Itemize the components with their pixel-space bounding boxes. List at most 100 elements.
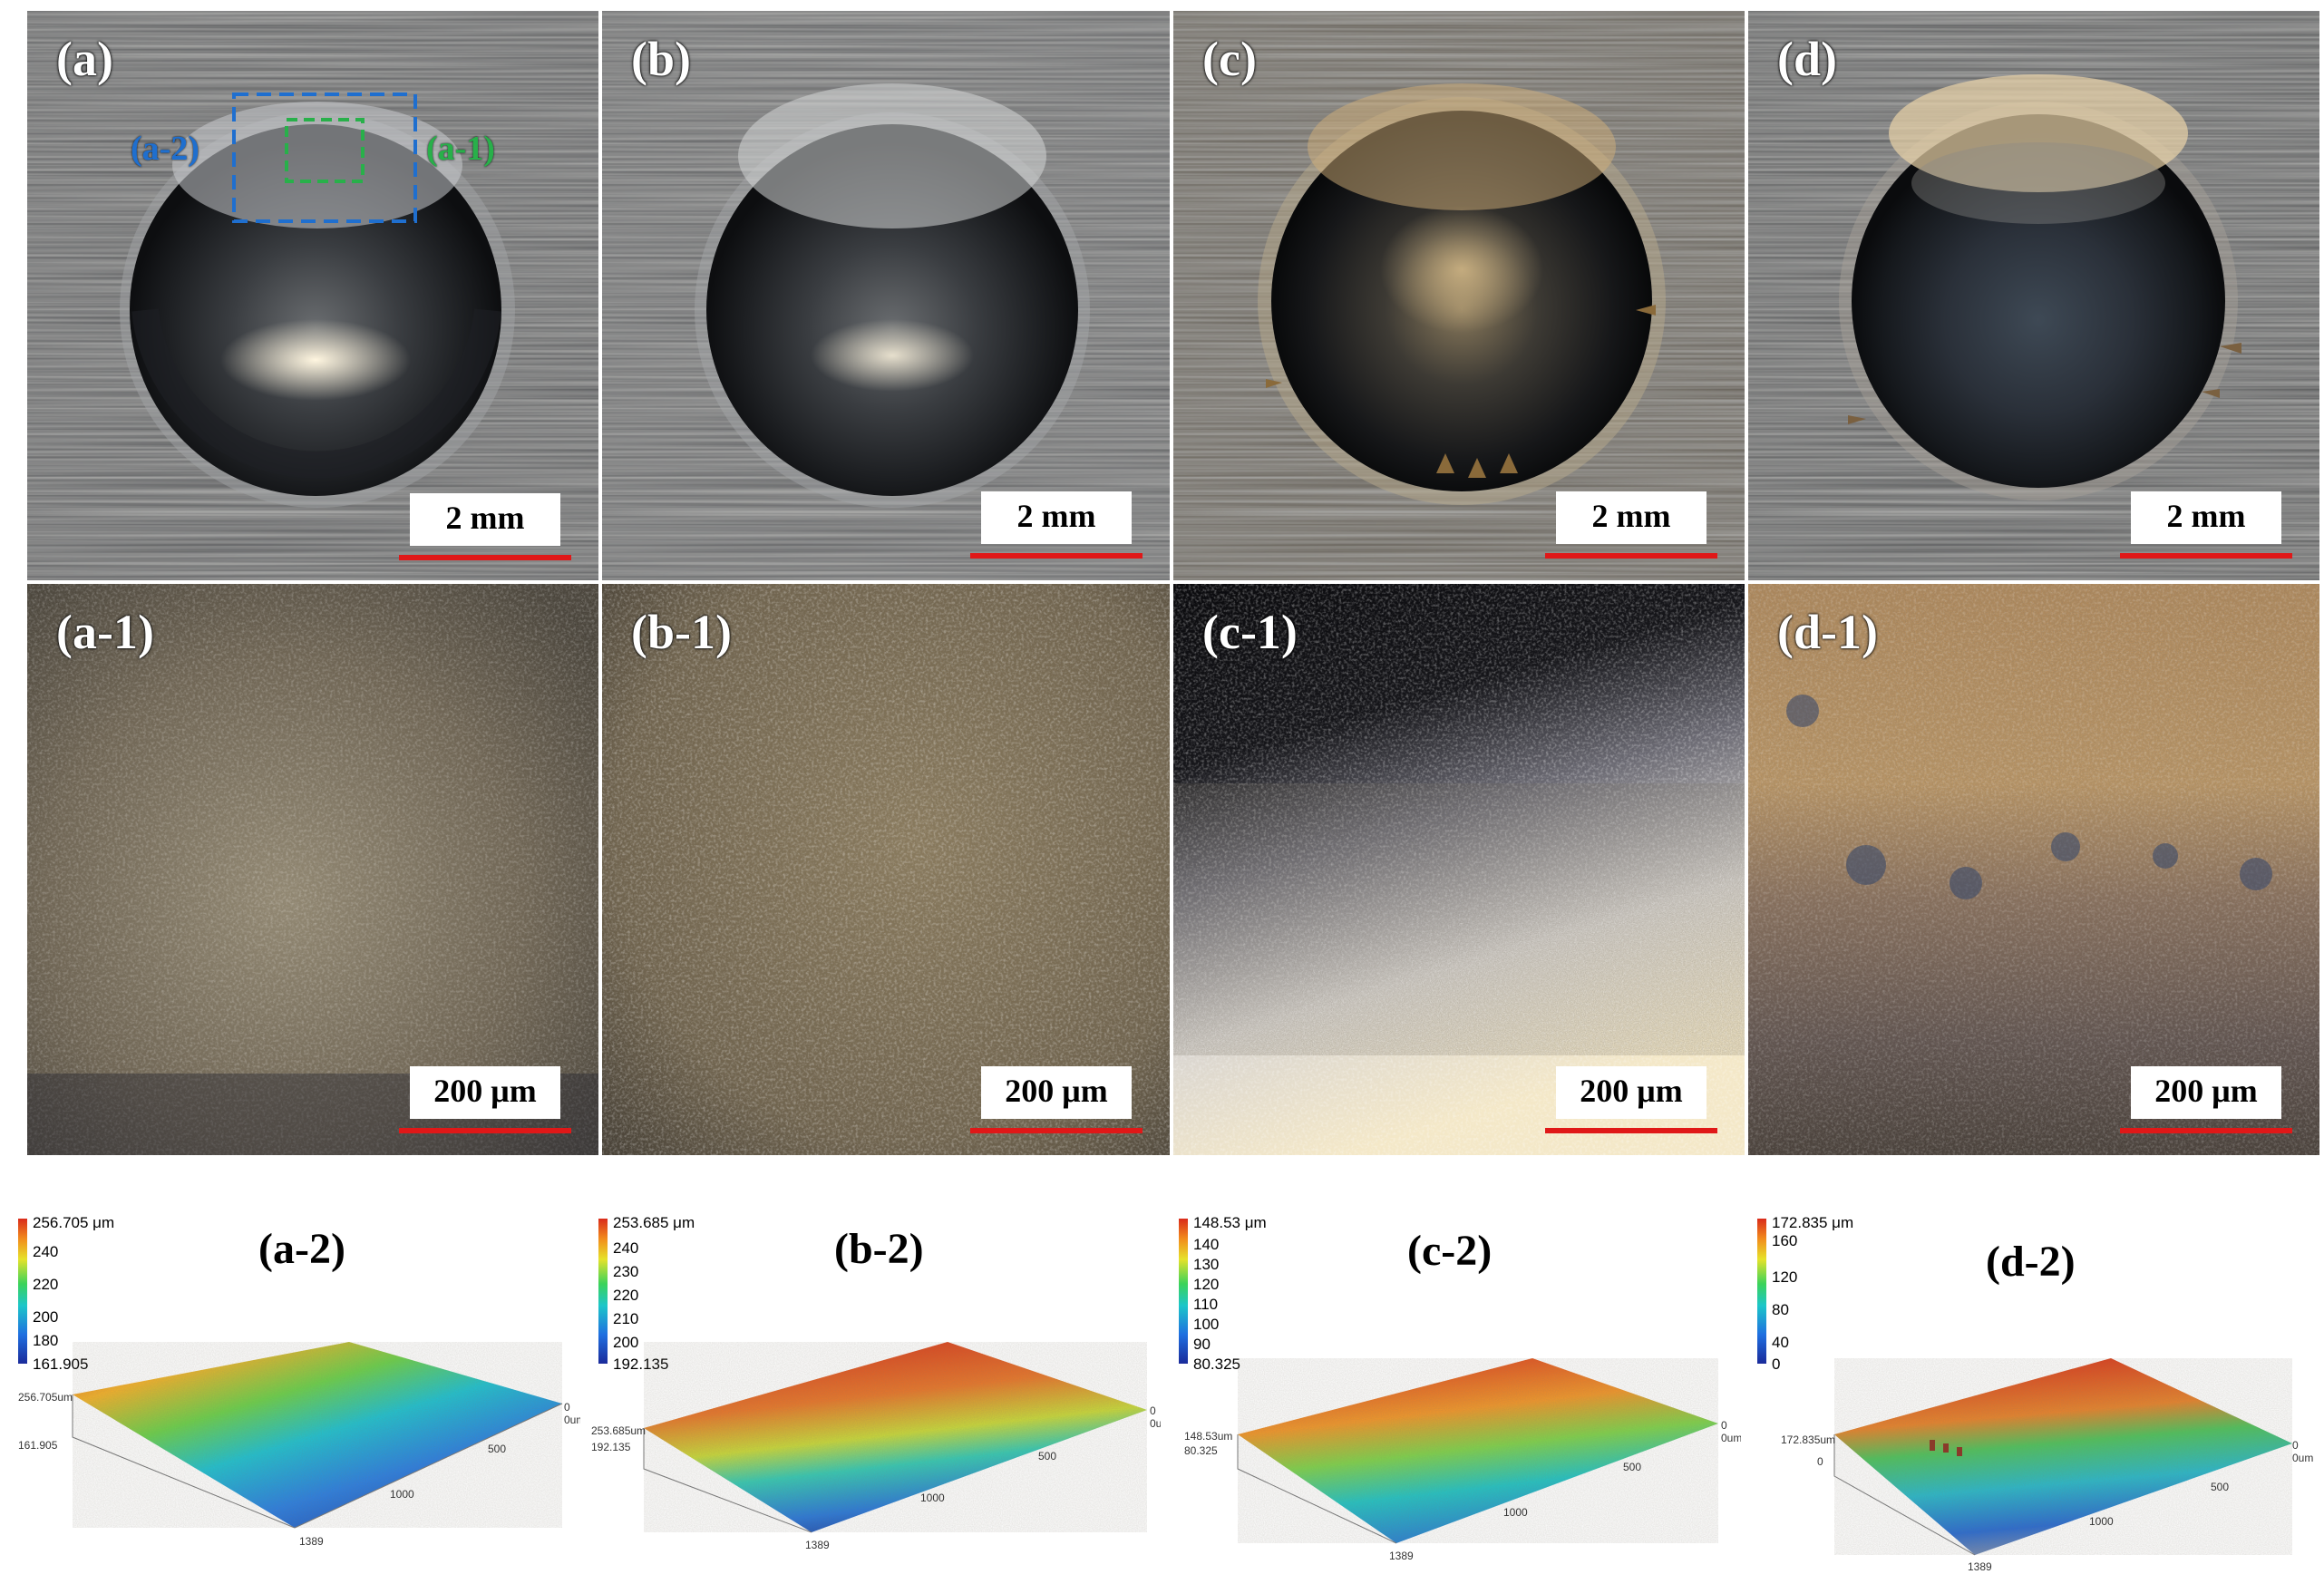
panel-label: (c)	[1202, 32, 1257, 86]
y-tick: 0um	[2292, 1452, 2313, 1464]
scale-line	[970, 553, 1143, 559]
colorbar-tick: 120	[1772, 1268, 1797, 1286]
scale-line	[1545, 1128, 1717, 1133]
topo-c2: 148.53 μm 140 130 120 110 100 90 80.325 …	[1170, 1197, 1741, 1578]
colorbar-min: 192.135	[613, 1356, 668, 1373]
scale-bar: 200 μm	[970, 1066, 1143, 1133]
colorbar-tick: 180	[33, 1332, 58, 1349]
micrograph-b1	[602, 584, 1170, 1155]
scale-line	[399, 1128, 571, 1133]
colorbar-max: 148.53 μm	[1193, 1214, 1267, 1231]
x-tick: 1000	[390, 1488, 414, 1501]
panel-label: (d-1)	[1777, 605, 1878, 659]
axis-min: 161.905	[18, 1439, 58, 1452]
y-tick: 0um	[1150, 1417, 1161, 1430]
x-tick: 500	[1038, 1450, 1056, 1463]
colorbar-min: 161.905	[33, 1356, 88, 1373]
colorbar-tick: 100	[1193, 1316, 1219, 1333]
scale-bar: 2 mm	[1545, 491, 1717, 559]
colorbar-tick: 120	[1193, 1276, 1219, 1293]
colorbar-tick: 220	[33, 1276, 58, 1293]
panel-label: (a-1)	[56, 605, 154, 659]
colorbar-tick: 240	[33, 1243, 58, 1260]
colorbar-max: 256.705 μm	[33, 1214, 114, 1231]
x-tick: 0	[2292, 1439, 2299, 1452]
colorbar-max: 253.685 μm	[613, 1214, 695, 1231]
scale-line	[2120, 1128, 2292, 1133]
scale-label: 2 mm	[2131, 491, 2281, 544]
x-tick: 0	[1721, 1419, 1727, 1432]
colorbar-tick: 220	[613, 1287, 638, 1304]
dimple-image-d	[1748, 11, 2319, 580]
topo-b2: 253.685 μm 240 230 220 210 200 192.135 2…	[589, 1197, 1161, 1578]
colorbar-tick: 210	[613, 1310, 638, 1327]
colorbar-tick: 90	[1193, 1336, 1211, 1353]
panel-label: (d)	[1777, 32, 1837, 86]
axis-min: 80.325	[1184, 1444, 1218, 1457]
axis-max: 253.685um	[591, 1424, 646, 1437]
micrograph-c1	[1173, 584, 1745, 1155]
colorbar-tick: 160	[1772, 1232, 1797, 1249]
scale-label: 200 μm	[2131, 1066, 2281, 1119]
topo-plot: 256.705 μm 240 220 200 180 161.905 256.7…	[18, 1214, 580, 1548]
axis-max: 256.705um	[18, 1391, 73, 1404]
scale-bar: 200 μm	[399, 1066, 571, 1133]
panel-label: (b-1)	[631, 605, 732, 659]
x-tick: 1000	[2089, 1515, 2114, 1528]
scale-label: 2 mm	[981, 491, 1132, 544]
scale-bar: 2 mm	[399, 493, 571, 560]
colorbar-tick: 230	[613, 1263, 638, 1280]
y-tick: 0um	[564, 1414, 580, 1426]
topo-plot: 148.53 μm 140 130 120 110 100 90 80.325 …	[1179, 1214, 1741, 1562]
panel-label: (b)	[631, 32, 691, 86]
axis-min: 192.135	[591, 1441, 631, 1453]
scale-line	[2120, 553, 2292, 559]
x-tick: 500	[1623, 1461, 1641, 1473]
topo-title: (c-2)	[1407, 1227, 1493, 1275]
x-tick: 1389	[1968, 1560, 1992, 1573]
topo-plot: 253.685 μm 240 230 220 210 200 192.135 2…	[591, 1214, 1161, 1551]
x-tick: 0	[1150, 1404, 1156, 1417]
dimple-image-b	[602, 11, 1170, 580]
panel-a1: (a-1) 200 μm	[27, 584, 598, 1155]
scale-label: 2 mm	[1556, 491, 1707, 544]
panel-b: (b) 2 mm	[602, 11, 1170, 580]
scale-bar: 200 μm	[1545, 1066, 1717, 1133]
colorbar-min: 80.325	[1193, 1356, 1240, 1373]
scale-line	[970, 1128, 1143, 1133]
colorbar-tick: 140	[1193, 1236, 1219, 1253]
topo-a2: 256.705 μm 240 220 200 180 161.905 256.7…	[9, 1197, 580, 1578]
surface	[643, 1342, 1147, 1533]
panel-c1: (c-1) 200 μm	[1173, 584, 1745, 1155]
surface	[1833, 1358, 2292, 1556]
panel-d: (d) 2 mm	[1748, 11, 2319, 580]
topo-d2: 172.835 μm 160 120 80 40 0 172.835um 0 0…	[1748, 1197, 2319, 1578]
colorbar-tick: 130	[1193, 1256, 1219, 1273]
panel-d1: (d-1) 200 μm	[1748, 584, 2319, 1155]
micrograph-a1	[27, 584, 598, 1155]
scale-label: 2 mm	[410, 493, 560, 546]
micrograph-d1	[1748, 584, 2319, 1155]
panel-label: (a)	[56, 32, 113, 86]
roi-label-a2: (a-2)	[131, 130, 199, 168]
colorbar-tick: 200	[613, 1334, 638, 1351]
y-tick: 0um	[1721, 1432, 1741, 1444]
roi-label-a1: (a-1)	[426, 130, 495, 168]
panel-label: (c-1)	[1202, 605, 1298, 659]
panel-b1: (b-1) 200 μm	[602, 584, 1170, 1155]
x-tick: 500	[2211, 1481, 2229, 1493]
x-tick: 1389	[1389, 1550, 1414, 1562]
roi-boxes	[232, 92, 417, 223]
colorbar-tick: 240	[613, 1239, 638, 1257]
topo-plot: 172.835 μm 160 120 80 40 0 172.835um 0 0…	[1757, 1214, 2313, 1573]
colorbar-max: 172.835 μm	[1772, 1214, 1853, 1231]
topo-title: (b-2)	[834, 1225, 924, 1273]
surface	[72, 1342, 563, 1529]
axis-max: 148.53um	[1184, 1430, 1232, 1443]
topo-title: (a-2)	[258, 1225, 345, 1273]
axis-max: 172.835um	[1781, 1433, 1835, 1446]
scale-line	[1545, 553, 1717, 559]
surface	[1237, 1358, 1718, 1544]
scale-bar: 2 mm	[2120, 491, 2292, 559]
x-tick: 500	[488, 1443, 506, 1455]
